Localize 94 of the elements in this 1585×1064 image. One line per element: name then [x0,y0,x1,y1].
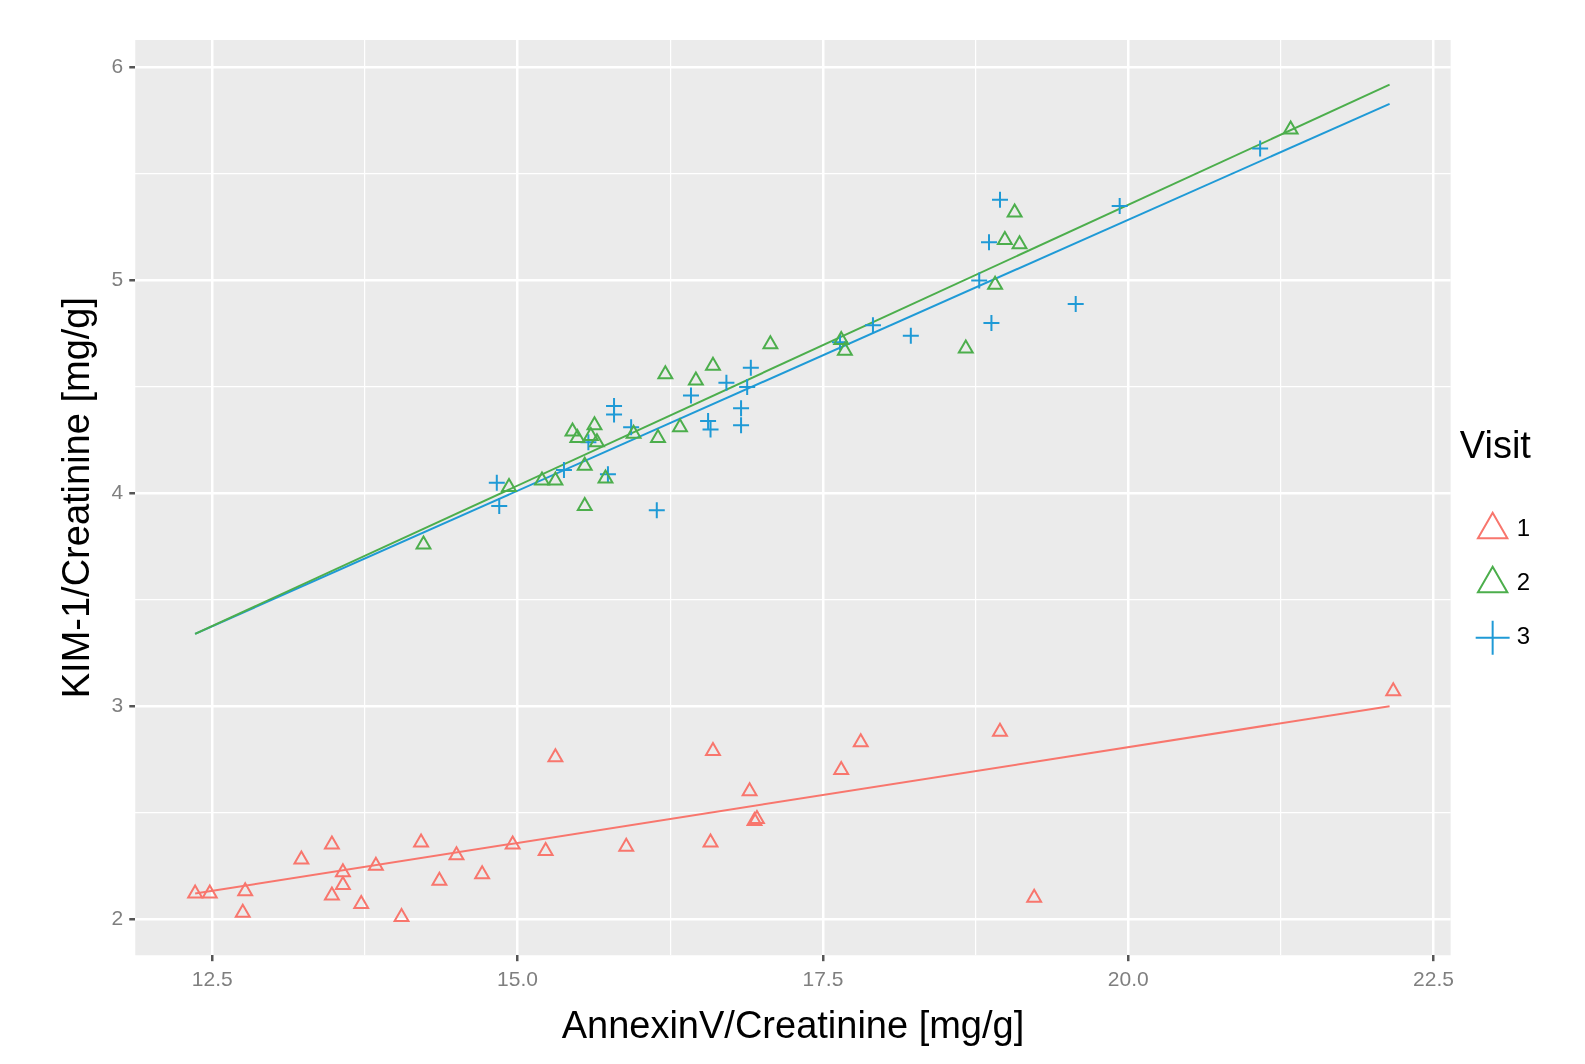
x-tick-label: 12.5 [191,966,233,990]
point [537,841,554,856]
point [647,501,666,520]
point [705,356,721,371]
point [582,426,599,441]
point [393,907,410,922]
point [836,341,853,356]
point [681,386,700,405]
point [705,741,721,756]
point [738,377,757,396]
x-tick-label: 15.0 [497,966,538,990]
point [334,863,351,878]
y-tick-label: 2 [111,905,124,929]
point [474,865,491,880]
point [618,837,635,852]
point [490,497,509,516]
point [1066,294,1085,313]
point [576,456,593,471]
point [702,833,719,848]
x-axis-title: AnnexinV/Creatinine [mg/g] [561,1003,1025,1046]
point [741,358,760,377]
point [833,331,850,346]
point [201,884,218,899]
point [852,733,869,748]
x-tick-label: 20.0 [1107,966,1149,990]
y-tick-label: 3 [111,692,124,716]
point [187,884,204,899]
point [487,473,506,492]
point [901,326,920,345]
point [564,422,581,437]
point [1011,235,1028,250]
point [863,316,882,335]
point [732,399,751,418]
point [589,433,605,448]
point [334,875,351,890]
point [657,365,674,380]
point [323,886,340,901]
point [1110,197,1129,216]
point [367,856,384,871]
y-tick-label: 4 [111,480,124,504]
point [992,722,1008,737]
point [1385,682,1402,697]
point [586,416,603,431]
point [990,190,1009,209]
point [534,471,550,486]
point [970,271,989,290]
point [687,371,704,386]
x-tick-label: 17.5 [802,966,844,990]
point [237,882,254,897]
point [605,405,624,424]
point [622,418,641,437]
point [448,846,465,861]
point [833,761,850,776]
legend-title: Visit [1459,423,1532,466]
point [293,850,310,865]
legend-label: 3 [1516,622,1531,650]
point [431,871,448,886]
point [554,460,573,479]
point [996,231,1013,246]
point [982,314,1001,333]
point [741,782,758,797]
legend-label: 2 [1516,568,1531,596]
point [957,339,974,354]
point [547,471,564,486]
legend-label: 1 [1516,514,1531,542]
point [650,429,666,444]
point [699,411,718,430]
point [717,373,736,392]
point [576,497,593,512]
point [987,275,1004,290]
point [1006,203,1023,218]
point [597,469,614,484]
point [625,424,642,439]
point [413,833,429,848]
point [979,233,998,252]
point [732,416,751,435]
point [415,535,432,550]
point [701,420,720,439]
point [547,748,564,763]
point [1282,120,1299,135]
point [323,835,340,850]
point [1251,139,1270,158]
x-tick-label: 22.5 [1413,966,1454,990]
point [672,418,688,433]
point [1026,888,1043,903]
point [504,835,521,850]
point [234,903,251,918]
y-tick-label: 6 [111,54,124,78]
point [353,895,370,910]
point [501,477,517,492]
y-tick-label: 5 [111,267,124,291]
point [762,335,779,350]
y-axis-title: KIM-1/Creatinine [mg/g] [55,296,98,699]
point [569,429,586,444]
